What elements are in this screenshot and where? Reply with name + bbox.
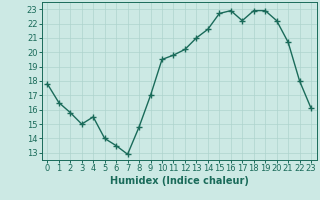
X-axis label: Humidex (Indice chaleur): Humidex (Indice chaleur) [110,176,249,186]
